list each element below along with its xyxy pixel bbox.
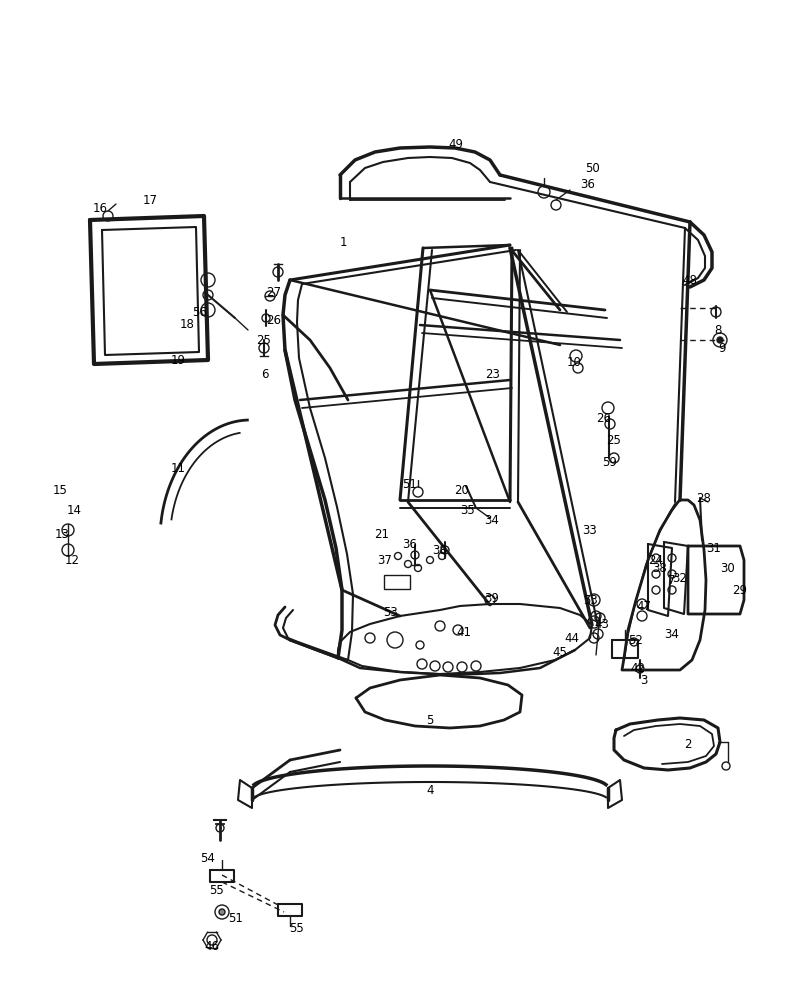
Text: 24: 24 — [649, 554, 663, 566]
Text: 5: 5 — [427, 714, 434, 726]
Text: 53: 53 — [383, 605, 398, 618]
Text: 20: 20 — [455, 484, 469, 496]
Text: 19: 19 — [170, 354, 186, 366]
Text: 51: 51 — [229, 912, 243, 924]
Text: 13: 13 — [55, 528, 69, 542]
Text: 43: 43 — [595, 617, 609, 631]
Text: 2: 2 — [684, 738, 692, 752]
Text: 7: 7 — [668, 574, 675, 586]
Text: 17: 17 — [142, 194, 158, 207]
Text: 55: 55 — [288, 922, 303, 934]
Bar — [384, 575, 410, 589]
Text: 39: 39 — [485, 591, 499, 604]
Text: 32: 32 — [672, 572, 688, 584]
Text: 36: 36 — [581, 178, 595, 192]
Text: 49: 49 — [448, 138, 464, 151]
Text: 38: 38 — [432, 544, 448, 556]
Text: 50: 50 — [585, 161, 600, 174]
Text: 52: 52 — [629, 634, 643, 647]
Text: 28: 28 — [696, 491, 711, 504]
Text: 25: 25 — [257, 334, 271, 347]
Text: 31: 31 — [706, 542, 722, 554]
Text: 42: 42 — [630, 662, 646, 674]
Text: 4: 4 — [427, 784, 434, 796]
Text: 9: 9 — [718, 342, 726, 355]
Text: 25: 25 — [607, 434, 621, 446]
Text: 8: 8 — [714, 324, 722, 336]
Circle shape — [717, 337, 723, 343]
Text: 36: 36 — [402, 538, 418, 552]
Text: 38: 38 — [653, 562, 667, 574]
Text: 48: 48 — [683, 273, 697, 286]
Text: 12: 12 — [65, 554, 79, 566]
Text: 35: 35 — [461, 504, 475, 516]
Text: 53: 53 — [583, 593, 597, 606]
Text: 26: 26 — [596, 412, 612, 424]
Text: 10: 10 — [566, 356, 582, 368]
Text: 6: 6 — [261, 368, 269, 381]
Text: 33: 33 — [583, 524, 597, 536]
Text: 23: 23 — [486, 368, 500, 381]
Text: 30: 30 — [721, 562, 735, 574]
Text: 34: 34 — [664, 629, 680, 642]
Text: 29: 29 — [733, 584, 747, 596]
Text: 37: 37 — [377, 554, 393, 566]
Text: 56: 56 — [192, 306, 208, 318]
Text: 21: 21 — [374, 528, 389, 542]
Text: 59: 59 — [603, 456, 617, 468]
Text: 11: 11 — [170, 462, 186, 475]
Text: 45: 45 — [553, 646, 567, 658]
Text: 54: 54 — [200, 852, 216, 864]
Text: 18: 18 — [179, 318, 195, 332]
Text: 51: 51 — [402, 479, 418, 491]
Text: 41: 41 — [457, 626, 472, 639]
Text: 44: 44 — [565, 632, 579, 645]
Text: 26: 26 — [267, 314, 281, 326]
Text: 55: 55 — [208, 884, 223, 896]
Text: 27: 27 — [267, 286, 281, 298]
Text: 46: 46 — [204, 940, 220, 952]
Text: 16: 16 — [92, 202, 107, 215]
Text: 1: 1 — [339, 235, 347, 248]
Circle shape — [219, 909, 225, 915]
Text: 3: 3 — [640, 674, 648, 686]
Text: 34: 34 — [485, 514, 499, 526]
Text: 47: 47 — [637, 599, 651, 612]
Text: 15: 15 — [53, 484, 67, 496]
Text: 14: 14 — [66, 504, 82, 516]
